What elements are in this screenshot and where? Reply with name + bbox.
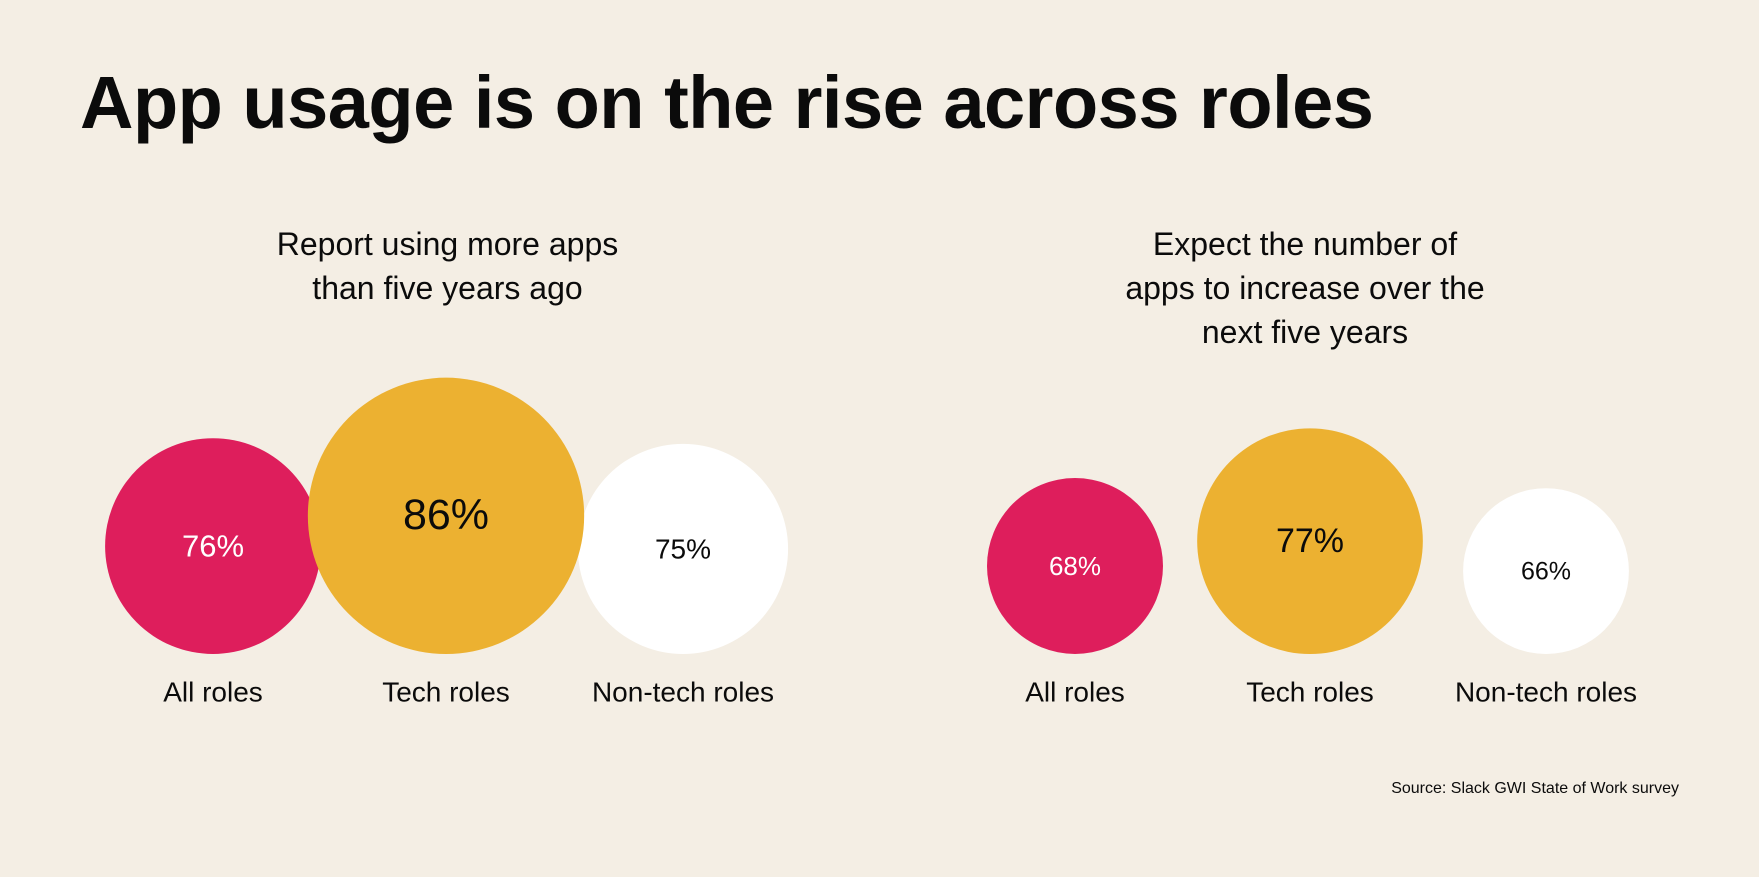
category-label-tech-roles: Tech roles	[382, 676, 510, 707]
value-label-non-tech-roles: 66%	[1521, 558, 1571, 586]
chart-subtitle-expect-increase: Expect the number of apps to increase ov…	[905, 222, 1705, 354]
value-label-non-tech-roles: 75%	[655, 533, 711, 564]
category-label-all-roles: All roles	[1025, 676, 1125, 707]
bubble-chart-expect-increase: 68% All roles 77% Tech roles 66% Non-tech rol…	[987, 428, 1637, 707]
bubble-non-tech-roles	[577, 443, 789, 654]
value-label-tech-roles: 77%	[1276, 522, 1344, 560]
chart-subtitle-more-apps: Report using more apps than five years a…	[40, 222, 855, 310]
bubble-tech-roles	[1197, 428, 1423, 654]
value-label-tech-roles: 86%	[403, 491, 489, 539]
bubble-non-tech-roles	[1463, 488, 1629, 654]
value-label-all-roles: 68%	[1049, 551, 1101, 581]
bubble-all-roles	[105, 438, 321, 654]
subtitle-line: next five years	[1201, 314, 1409, 350]
category-label-non-tech-roles: Non-tech roles	[1455, 676, 1637, 707]
subtitle-line: than five years ago	[312, 270, 583, 306]
bubble-tech-roles	[307, 377, 585, 654]
value-label-all-roles: 76%	[182, 528, 244, 563]
page-title: App usage is on the rise across roles	[80, 61, 1374, 144]
bubble-chart-more-apps: 76% All roles 86% Tech roles 75% Non-tech rol…	[105, 377, 789, 707]
subtitle-line: Expect the number of	[1152, 226, 1458, 262]
subtitle-line: Report using more apps	[276, 226, 619, 262]
chart-panel-more-apps: Report using more apps than five years a…	[40, 0, 840, 760]
category-label-tech-roles: Tech roles	[1246, 676, 1374, 707]
category-label-all-roles: All roles	[163, 676, 263, 707]
chart-panel-expect-increase: Expect the number of apps to increase ov…	[905, 0, 1705, 760]
bubble-all-roles	[987, 478, 1163, 654]
source-note: Source: Slack GWI State of Work survey	[1391, 780, 1679, 797]
category-label-non-tech-roles: Non-tech roles	[592, 676, 774, 707]
subtitle-line: apps to increase over the	[1125, 270, 1485, 306]
